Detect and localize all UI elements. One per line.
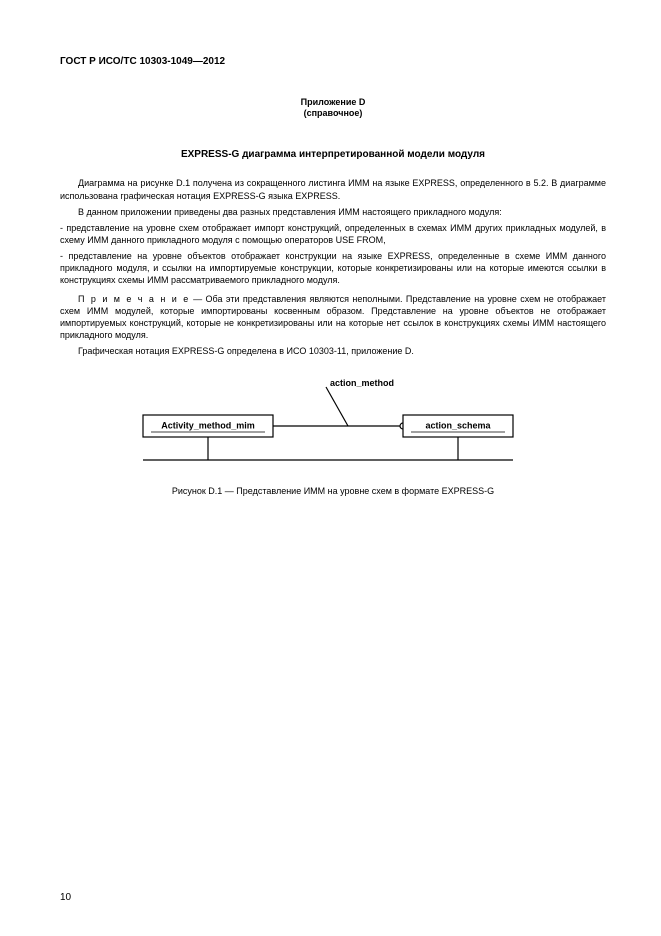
annex-label: Приложение D [60, 97, 606, 109]
annex-kind: (справочное) [60, 108, 606, 120]
diagram-container: action_method Activity_method_mim action_s… [60, 375, 606, 475]
note-paragraph: П р и м е ч а н и е — Оба эти представле… [60, 293, 606, 342]
figure-caption: Рисунок D.1 — Представление ИММ на уровн… [60, 485, 606, 497]
paragraph-3: Графическая нотация EXPRESS-G определена… [60, 345, 606, 357]
svg-text:action_method: action_method [330, 378, 394, 388]
annex-heading: Приложение D (справочное) [60, 97, 606, 120]
svg-text:Activity_method_mim: Activity_method_mim [161, 421, 255, 431]
note-label: П р и м е ч а н и е [78, 294, 190, 304]
paragraph-1: Диаграмма на рисунке D.1 получена из сок… [60, 177, 606, 201]
page-number: 10 [60, 891, 71, 905]
page-title: EXPRESS-G диаграмма интерпретированной м… [60, 148, 606, 162]
standard-code: ГОСТ Р ИСО/ТС 10303-1049—2012 [60, 55, 606, 69]
page: ГОСТ Р ИСО/ТС 10303-1049—2012 Приложение… [0, 0, 661, 936]
paragraph-2: В данном приложении приведены два разных… [60, 206, 606, 218]
paragraph-2a: - представление на уровне схем отображае… [60, 222, 606, 246]
paragraph-2b: - представление на уровне объектов отобр… [60, 250, 606, 286]
express-g-diagram: action_method Activity_method_mim action_s… [123, 375, 543, 475]
svg-text:action_schema: action_schema [425, 421, 491, 431]
